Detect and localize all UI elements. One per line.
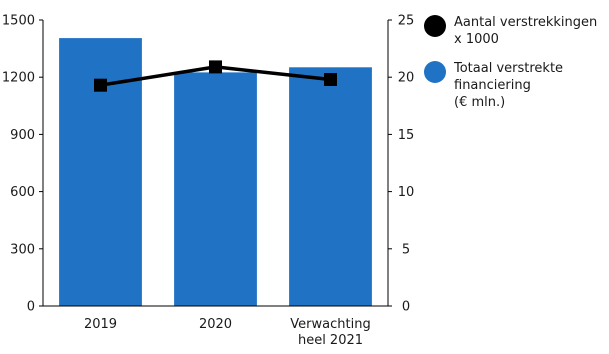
legend-swatch-bar-icon [424,61,446,83]
line-marker-1 [209,60,222,74]
legend-label-bar-series: Totaal verstrekte financiering (€ mln.) [454,61,564,110]
x-tick-label-0: 2019 [84,317,117,332]
y-left-tick-label-2: 600 [10,185,35,200]
line-marker-2 [324,73,337,86]
y-right-tick-label-4: 20 [398,71,415,86]
bar-0 [59,38,142,306]
y-right-tick-label-2: 10 [398,185,415,200]
x-tick-label-2: Verwachting heel 2021 [290,317,370,348]
x-tick-label-1: 2020 [199,317,232,332]
bar-1 [174,72,257,307]
legend: Aantal verstrekkingen x 1000 Totaal vers… [424,14,609,123]
y-left-tick-label-4: 1200 [2,71,35,86]
legend-item-bar-series: Totaal verstrekte financiering (€ mln.) [424,60,609,111]
y-right-tick-label-1: 5 [402,242,410,257]
y-left-tick-label-3: 900 [10,128,35,143]
y-right-tick-label-0: 0 [402,300,410,315]
legend-swatch-line-icon [424,15,446,37]
line-marker-0 [94,78,107,92]
legend-label-line-series: Aantal verstrekkingen x 1000 [454,15,598,47]
y-left-tick-label-5: 1500 [2,14,35,29]
legend-item-line-series: Aantal verstrekkingen x 1000 [424,14,609,48]
y-right-tick-label-3: 15 [398,128,415,143]
bar-2 [289,67,372,306]
y-right-tick-label-5: 25 [398,14,415,29]
y-left-tick-label-0: 0 [27,300,35,315]
y-left-tick-label-1: 300 [10,242,35,257]
